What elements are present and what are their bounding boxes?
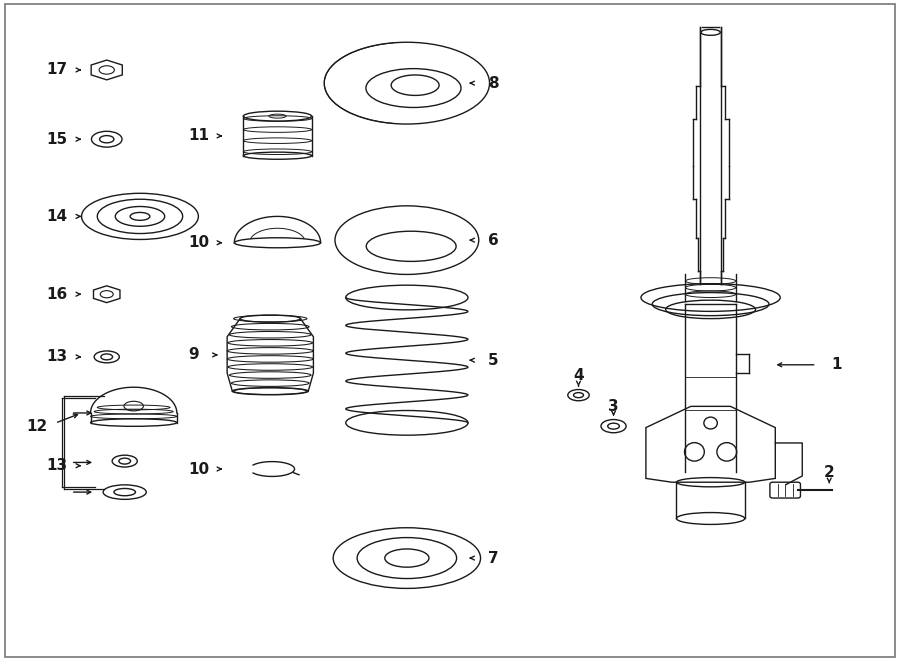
Text: 14: 14 [47,209,68,224]
Text: 17: 17 [47,62,68,77]
Text: 8: 8 [488,75,499,91]
Text: 13: 13 [47,458,68,473]
Text: 5: 5 [488,353,499,368]
Text: 6: 6 [488,233,499,248]
Text: 7: 7 [488,551,499,566]
Text: 4: 4 [573,368,584,383]
Text: 13: 13 [47,350,68,364]
Text: 2: 2 [824,465,834,480]
Text: 1: 1 [832,358,842,372]
Text: 9: 9 [189,348,199,362]
Text: 16: 16 [47,287,68,301]
Text: 10: 10 [188,235,209,251]
Text: 12: 12 [26,418,48,434]
Text: 11: 11 [188,128,209,143]
Text: 15: 15 [47,132,68,147]
Text: 3: 3 [608,399,619,414]
Text: 10: 10 [188,461,209,477]
